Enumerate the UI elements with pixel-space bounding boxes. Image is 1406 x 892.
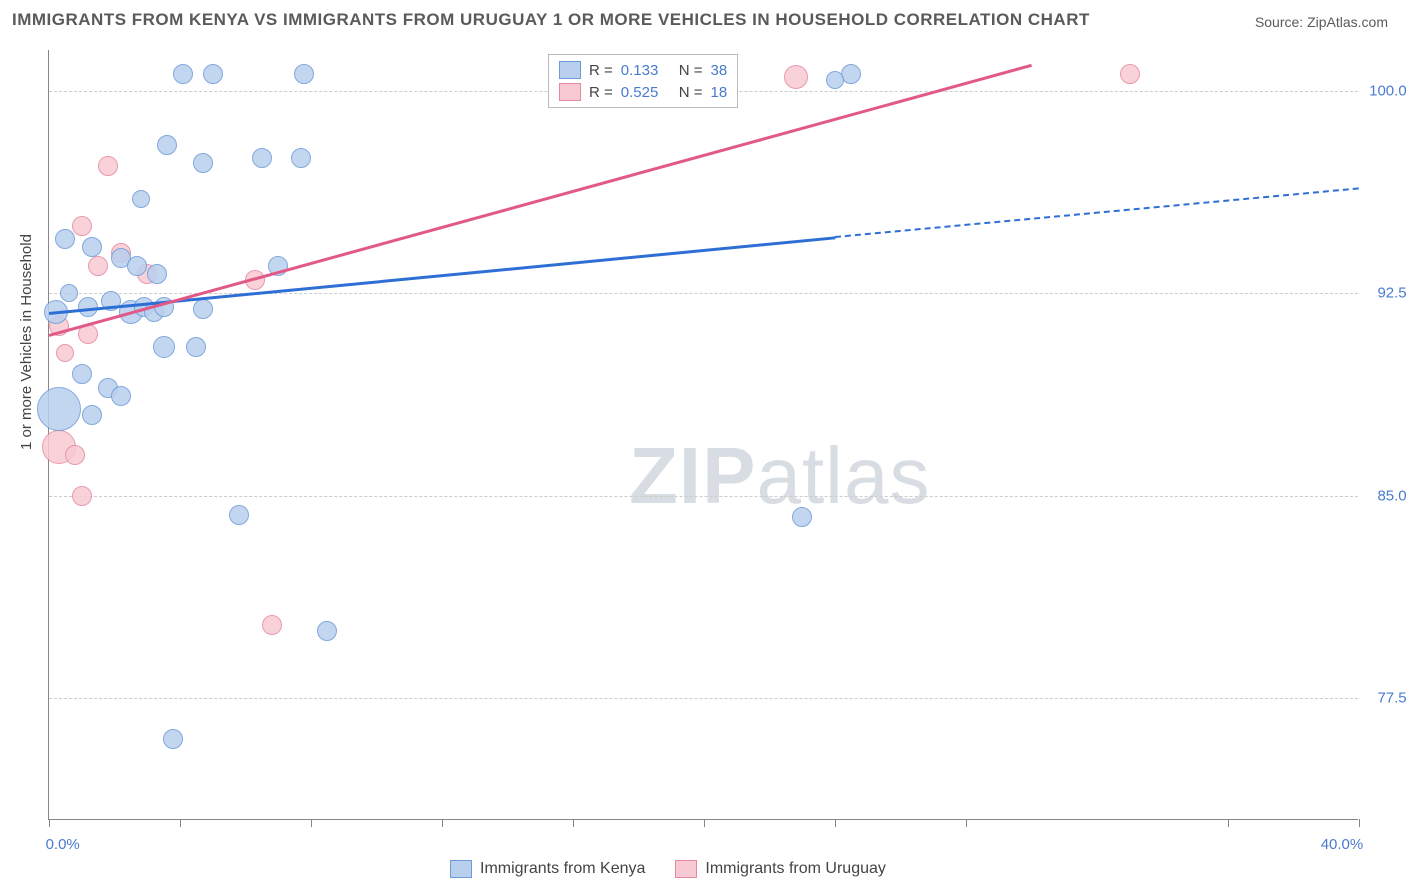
watermark-bold: ZIP [629,431,756,520]
legend-swatch-kenya [559,61,581,79]
n-value-uruguay: 18 [711,84,728,101]
x-tick-label: 40.0% [1321,836,1364,853]
data-point-kenya [157,135,177,155]
n-label: N = [679,62,703,79]
legend-swatch-uruguay [675,860,697,878]
chart-title: IMMIGRANTS FROM KENYA VS IMMIGRANTS FROM… [12,10,1090,30]
data-point-uruguay [72,216,92,236]
legend-label-uruguay: Immigrants from Uruguay [705,860,886,878]
x-tick-label: 0.0% [46,836,80,853]
data-point-kenya [127,256,147,276]
legend-item-uruguay: Immigrants from Uruguay [675,860,886,878]
x-tick [573,819,574,827]
y-tick-label: 85.0% [1377,487,1406,504]
trendline [835,188,1359,239]
data-point-kenya [55,229,75,249]
x-tick [704,819,705,827]
data-point-kenya [153,336,175,358]
series-legend: Immigrants from Kenya Immigrants from Ur… [450,860,886,878]
y-tick-label: 77.5% [1377,690,1406,707]
data-point-uruguay [1120,64,1140,84]
gridline [49,496,1358,497]
x-tick [442,819,443,827]
x-tick [966,819,967,827]
x-tick [1359,819,1360,827]
y-tick-label: 100.0% [1369,82,1406,99]
data-point-kenya [186,337,206,357]
data-point-kenya [111,386,131,406]
data-point-uruguay [72,486,92,506]
trendline [49,64,1032,337]
data-point-kenya [291,148,311,168]
data-point-kenya [203,64,223,84]
y-axis-label: 1 or more Vehicles in Household [18,234,35,450]
data-point-uruguay [56,344,74,362]
x-tick [311,819,312,827]
watermark: ZIPatlas [629,430,930,522]
data-point-kenya [82,405,102,425]
n-value-kenya: 38 [711,62,728,79]
legend-swatch-uruguay [559,83,581,101]
data-point-kenya [294,64,314,84]
data-point-kenya [163,729,183,749]
data-point-kenya [193,299,213,319]
n-label: N = [679,84,703,101]
x-tick [835,819,836,827]
data-point-kenya [37,387,81,431]
legend-row-uruguay: R = 0.525 N = 18 [559,81,727,103]
y-tick-label: 92.5% [1377,285,1406,302]
correlation-legend: R = 0.133 N = 38 R = 0.525 N = 18 [548,54,738,108]
data-point-kenya [193,153,213,173]
data-point-uruguay [98,156,118,176]
scatter-chart: ZIPatlas 77.5%85.0%92.5%100.0%0.0%40.0% [48,50,1358,820]
r-label: R = [589,62,613,79]
source-attribution: Source: ZipAtlas.com [1255,14,1388,30]
data-point-uruguay [88,256,108,276]
data-point-uruguay [784,65,808,89]
watermark-light: atlas [756,431,930,520]
data-point-kenya [60,284,78,302]
gridline [49,698,1358,699]
source-name: ZipAtlas.com [1307,14,1388,30]
r-label: R = [589,84,613,101]
data-point-kenya [317,621,337,641]
data-point-kenya [132,190,150,208]
data-point-kenya [792,507,812,527]
legend-label-kenya: Immigrants from Kenya [480,860,645,878]
source-prefix: Source: [1255,14,1307,30]
r-value-kenya: 0.133 [621,62,671,79]
x-tick [1228,819,1229,827]
legend-item-kenya: Immigrants from Kenya [450,860,645,878]
data-point-kenya [841,64,861,84]
data-point-kenya [173,64,193,84]
r-value-uruguay: 0.525 [621,84,671,101]
legend-swatch-kenya [450,860,472,878]
data-point-kenya [147,264,167,284]
data-point-kenya [82,237,102,257]
x-tick [180,819,181,827]
data-point-uruguay [65,445,85,465]
legend-row-kenya: R = 0.133 N = 38 [559,59,727,81]
data-point-uruguay [262,615,282,635]
x-tick [49,819,50,827]
data-point-kenya [72,364,92,384]
data-point-kenya [229,505,249,525]
data-point-kenya [826,71,844,89]
data-point-kenya [252,148,272,168]
